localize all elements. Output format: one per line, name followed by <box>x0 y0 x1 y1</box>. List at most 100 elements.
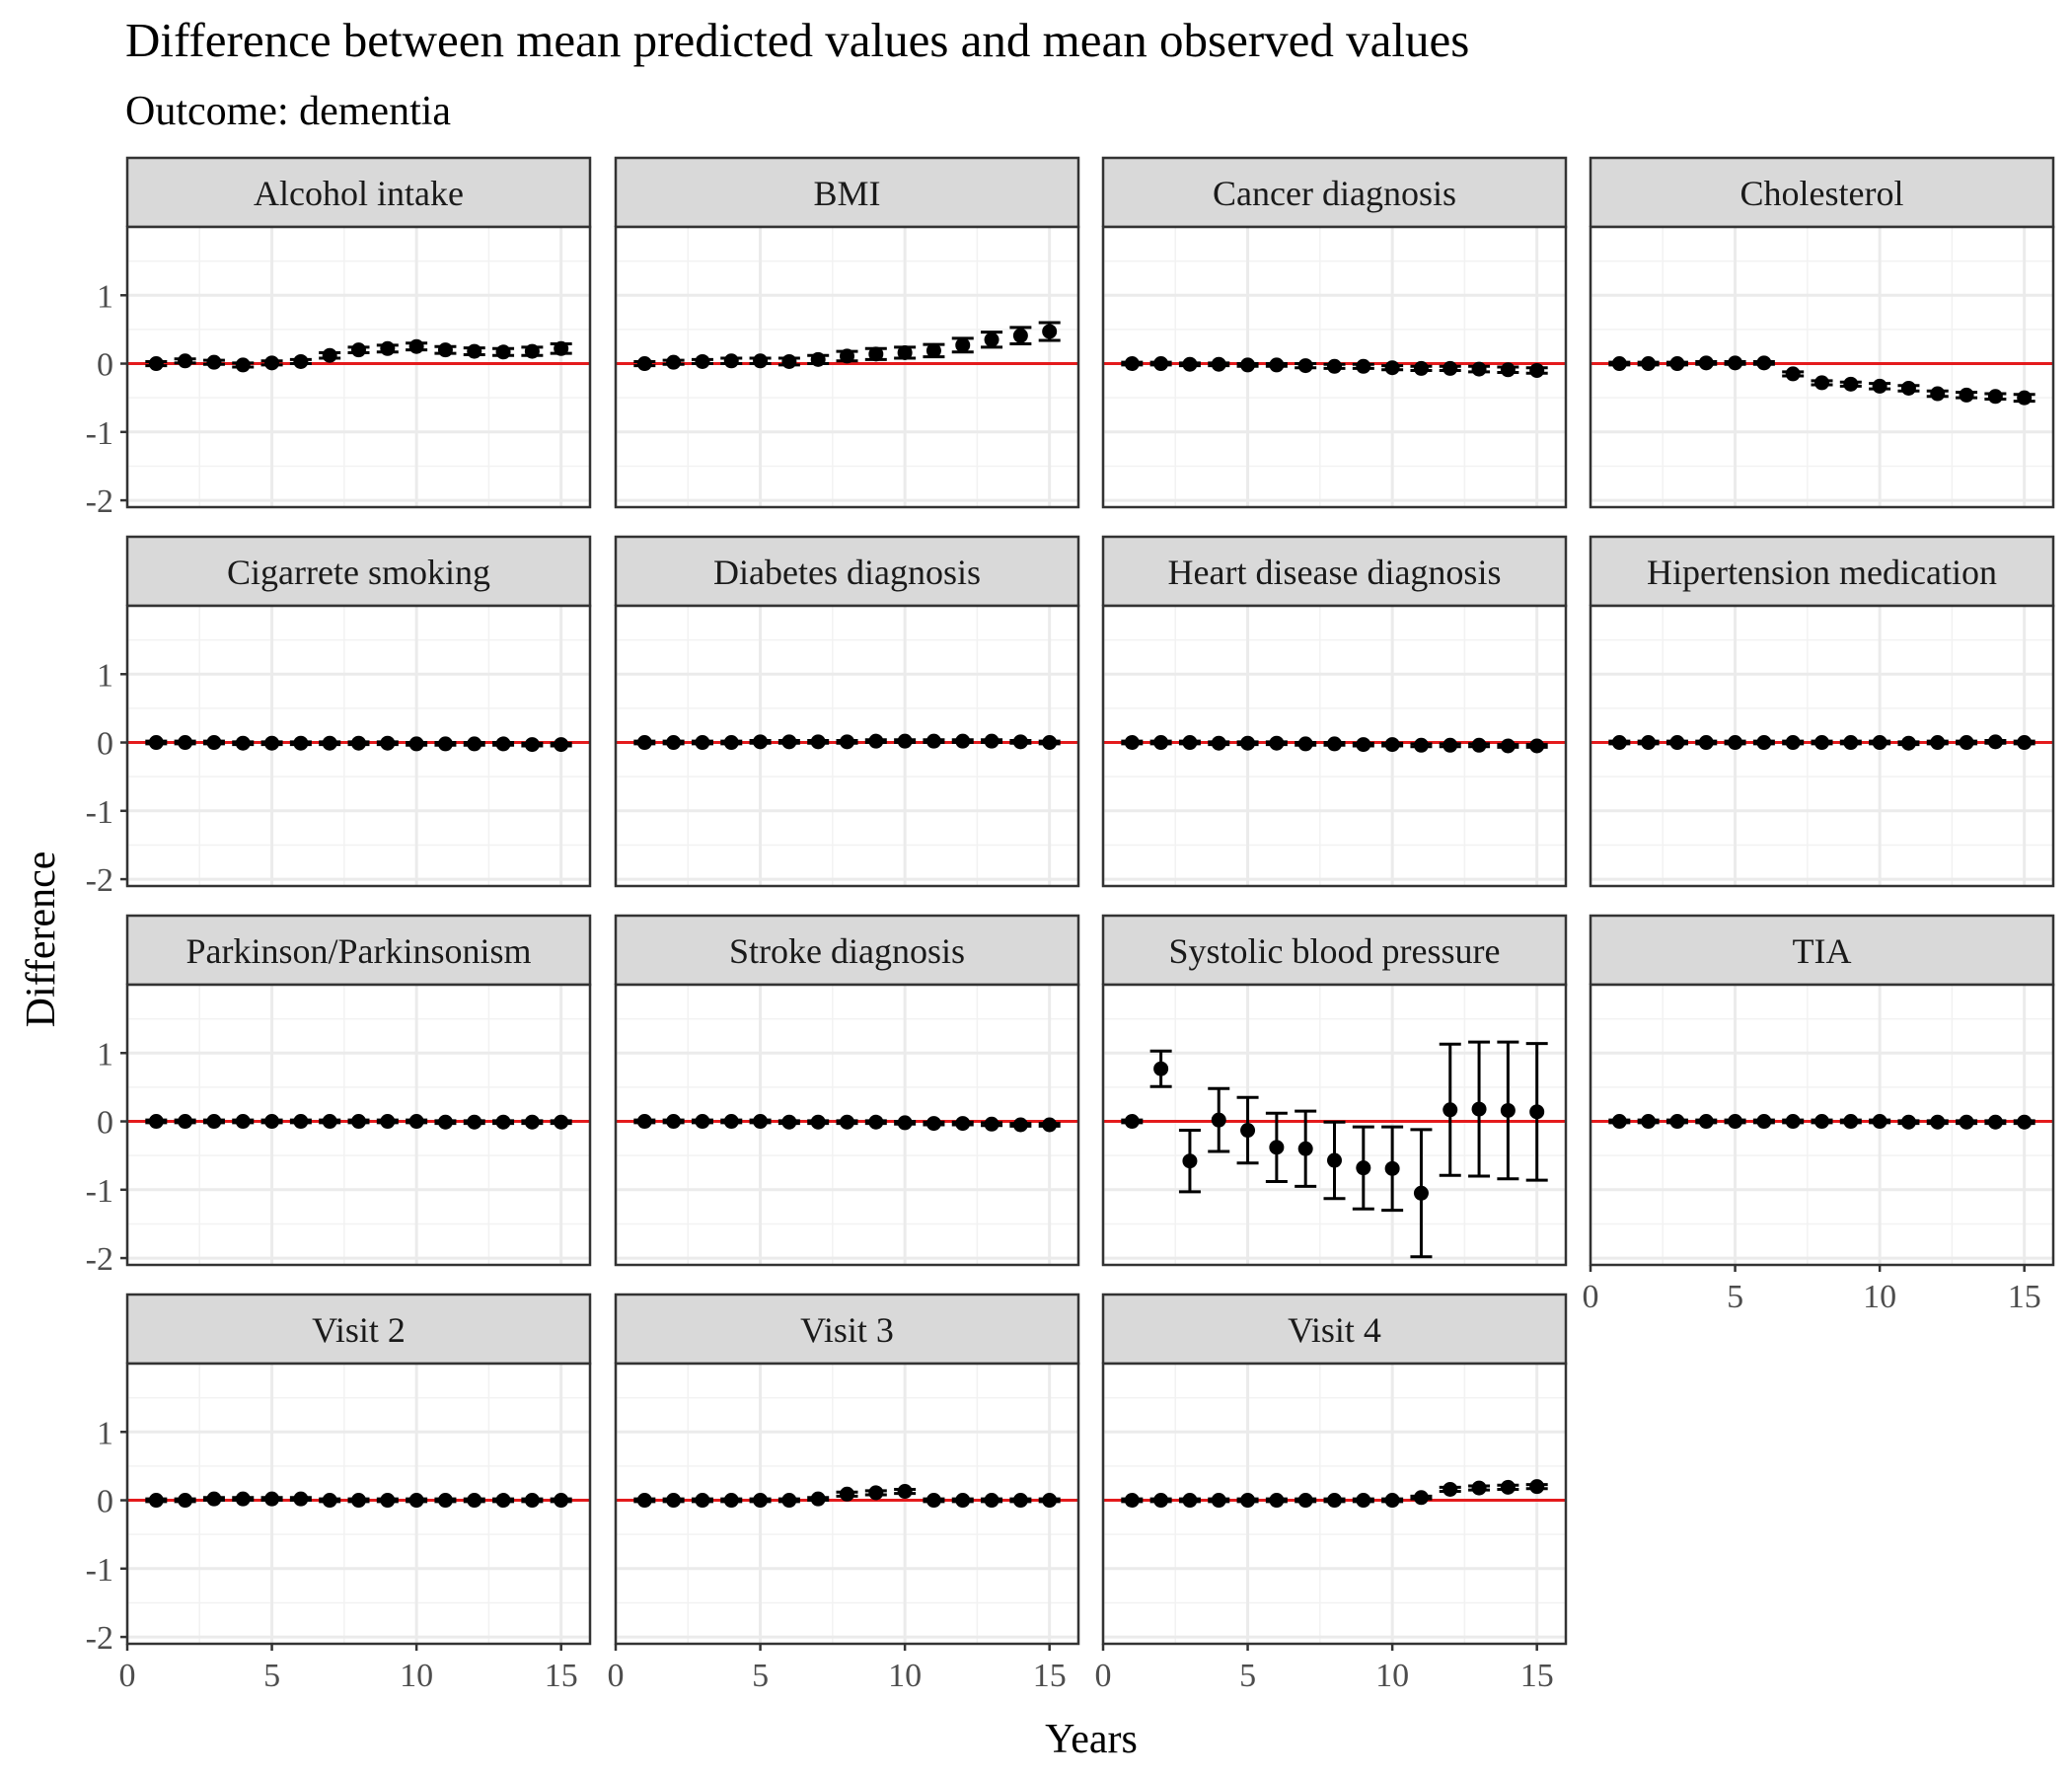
point-cholesterol <box>1728 355 1743 371</box>
point-visit-3 <box>1012 1493 1028 1509</box>
point-parkinson-parkinsonism <box>380 1114 396 1130</box>
point-alcohol-intake <box>524 343 540 359</box>
point-stroke-diagnosis <box>1042 1117 1058 1133</box>
point-visit-2 <box>351 1493 366 1509</box>
point-systolic-blood-pressure <box>1269 1140 1285 1155</box>
point-cholesterol <box>1785 366 1801 382</box>
strip-diabetes-diagnosis <box>614 535 1080 608</box>
strip-alcohol-intake <box>125 156 592 229</box>
point-hipertension-medication <box>1756 735 1772 751</box>
y-tick-label: -1 <box>86 1552 113 1589</box>
point-visit-3 <box>955 1493 971 1509</box>
point-cancer-diagnosis <box>1211 356 1226 372</box>
point-diabetes-diagnosis <box>868 733 884 749</box>
point-hipertension-medication <box>1814 735 1829 751</box>
point-hipertension-medication <box>1930 735 1946 751</box>
point-bmi <box>666 354 682 370</box>
point-parkinson-parkinsonism <box>148 1114 164 1130</box>
point-cancer-diagnosis <box>1153 356 1169 372</box>
point-cigarrete-smoking <box>264 735 280 751</box>
strip-cancer-diagnosis <box>1101 156 1568 229</box>
panel-border-diabetes-diagnosis <box>614 604 1080 888</box>
point-alcohol-intake <box>351 342 366 358</box>
y-tick-label: -1 <box>86 794 113 831</box>
point-cigarrete-smoking <box>235 735 251 751</box>
point-hipertension-medication <box>1872 735 1887 751</box>
x-tick-label: 5 <box>1239 1658 1256 1694</box>
point-parkinson-parkinsonism <box>178 1114 193 1130</box>
point-alcohol-intake <box>380 340 396 356</box>
point-tia <box>2017 1114 2033 1130</box>
point-cigarrete-smoking <box>178 735 193 751</box>
point-cigarrete-smoking <box>495 736 511 752</box>
point-tia <box>1756 1114 1772 1130</box>
point-tia <box>1698 1114 1714 1130</box>
point-hipertension-medication <box>1728 735 1743 751</box>
point-visit-3 <box>810 1491 826 1507</box>
point-cholesterol <box>1698 355 1714 371</box>
point-systolic-blood-pressure <box>1240 1123 1256 1139</box>
point-parkinson-parkinsonism <box>437 1114 453 1130</box>
point-cancer-diagnosis <box>1443 360 1458 376</box>
point-stroke-diagnosis <box>1012 1117 1028 1133</box>
plot-bg-visit-3 <box>616 1364 1078 1644</box>
point-visit-4 <box>1413 1490 1429 1506</box>
point-hipertension-medication <box>1987 734 2003 750</box>
point-alcohol-intake <box>206 354 222 370</box>
panel-visit-4: Visit 4 0 5 10 15 <box>1095 1293 1568 1694</box>
point-tia <box>1900 1114 1916 1130</box>
point-parkinson-parkinsonism <box>235 1114 251 1130</box>
x-tick-label: 10 <box>1375 1658 1409 1694</box>
strip-visit-4 <box>1101 1293 1568 1366</box>
point-bmi <box>984 332 999 347</box>
point-systolic-blood-pressure <box>1124 1114 1140 1130</box>
point-visit-4 <box>1327 1493 1342 1509</box>
strip-heart-disease-diagnosis <box>1101 535 1568 608</box>
point-cigarrete-smoking <box>524 737 540 753</box>
strip-label-tia: TIA <box>1793 931 1852 971</box>
panel-heart-disease-diagnosis: Heart disease diagnosis <box>1101 535 1568 888</box>
point-heart-disease-diagnosis <box>1211 735 1226 751</box>
point-diabetes-diagnosis <box>955 733 971 749</box>
point-visit-2 <box>554 1493 569 1509</box>
point-cigarrete-smoking <box>467 736 482 752</box>
point-stroke-diagnosis <box>636 1114 652 1130</box>
point-visit-2 <box>264 1491 280 1507</box>
point-visit-3 <box>984 1493 999 1509</box>
point-heart-disease-diagnosis <box>1500 738 1516 754</box>
point-diabetes-diagnosis <box>840 734 854 750</box>
point-hipertension-medication <box>1669 735 1685 751</box>
point-parkinson-parkinsonism <box>524 1114 540 1130</box>
panel-cancer-diagnosis: Cancer diagnosis <box>1101 156 1568 509</box>
point-cancer-diagnosis <box>1124 356 1140 372</box>
panel-cholesterol: Cholesterol <box>1589 156 2055 509</box>
panel-tia: TIA 0 5 10 15 <box>1583 914 2055 1315</box>
point-diabetes-diagnosis <box>925 733 941 749</box>
point-alcohol-intake <box>467 343 482 359</box>
y-tick-label: 1 <box>97 657 113 694</box>
panel-parkinson-parkinsonism: Parkinson/Parkinsonism 1 0 -1 -2 <box>86 914 592 1278</box>
chart-title: Difference between mean predicted values… <box>125 13 1469 67</box>
point-heart-disease-diagnosis <box>1240 735 1256 751</box>
y-tick-label: -1 <box>86 1173 113 1210</box>
point-visit-3 <box>840 1486 854 1502</box>
point-visit-2 <box>206 1491 222 1507</box>
x-tick-label: 15 <box>1520 1658 1554 1694</box>
panel-hipertension-medication: Hipertension medication <box>1589 535 2055 888</box>
point-cancer-diagnosis <box>1500 362 1516 378</box>
x-tick-label: 10 <box>400 1658 433 1694</box>
y-tick-label: 1 <box>97 1036 113 1073</box>
point-hipertension-medication <box>1843 735 1859 751</box>
y-tick-label: 1 <box>97 1415 113 1451</box>
y-tick-label: 0 <box>97 1484 113 1520</box>
plot-bg-cholesterol <box>1591 227 2053 507</box>
point-tia <box>1814 1114 1829 1130</box>
strip-label-alcohol-intake: Alcohol intake <box>254 174 464 213</box>
point-parkinson-parkinsonism <box>554 1114 569 1130</box>
point-visit-3 <box>897 1484 913 1500</box>
panel-border-alcohol-intake <box>125 225 592 509</box>
point-bmi <box>1012 328 1028 343</box>
strip-label-stroke-diagnosis: Stroke diagnosis <box>729 931 965 971</box>
point-cholesterol <box>1900 380 1916 396</box>
